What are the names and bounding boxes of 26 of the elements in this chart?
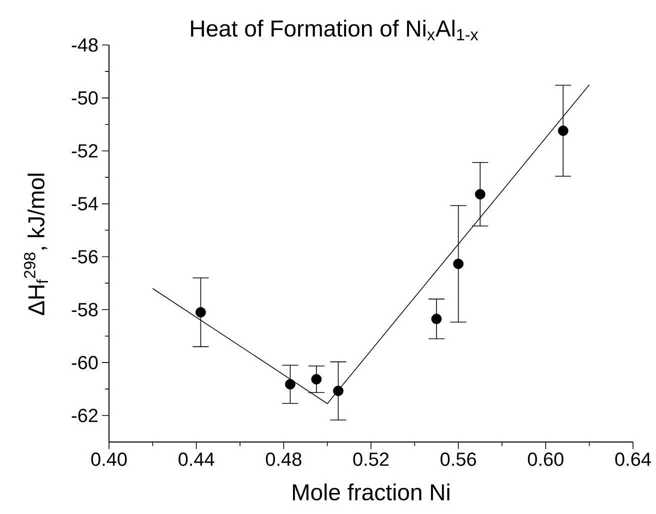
y-tick-label: -52 [72,144,98,158]
point [453,258,464,270]
x-tick-label: 0.64 [615,452,651,466]
x-tick-label: 0.60 [528,452,564,466]
y-tick-label: -54 [72,197,98,210]
point [431,314,442,324]
y-axis-title: ΔH$_{f}$$^{298}$, kJ/mol [24,174,48,316]
point [285,379,296,390]
y-tick-label: -60 [72,356,98,370]
y-tick-label: -58 [72,302,98,316]
point [333,386,344,396]
y-tick-label: -50 [72,91,98,105]
x-tick-label: 0.52 [353,452,389,466]
point [558,126,568,136]
point [196,307,206,318]
x-axis-title: Mole fraction Ni [293,484,450,500]
point [311,374,322,384]
y-tick-label: -56 [72,250,98,264]
y-tick-label: -62 [72,408,98,422]
x-tick-label: 0.40 [91,452,127,466]
chart-title: Heat of Formation of Ni$_{x}$Al$_{1-x}$ [191,20,478,40]
x-tick-label: 0.56 [440,452,476,466]
x-tick-label: 0.48 [266,452,302,466]
point [474,189,486,200]
y-tick-label: -48 [72,38,98,52]
x-tick-label: 0.44 [178,452,214,466]
